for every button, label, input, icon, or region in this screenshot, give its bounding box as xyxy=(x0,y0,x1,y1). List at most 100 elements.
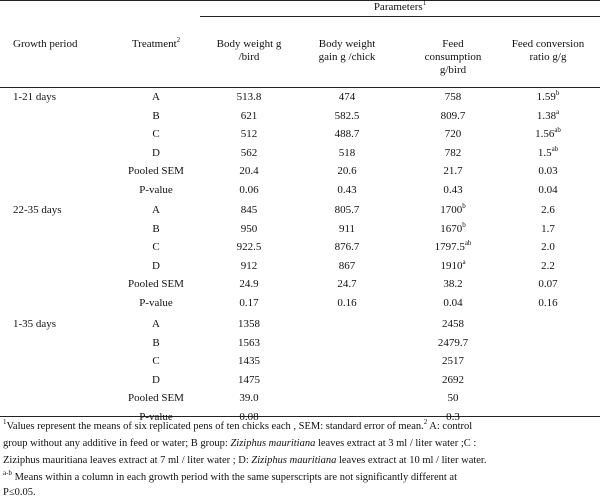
cell-value: 24.7 xyxy=(337,278,357,290)
body-weight-cell: 922.5 xyxy=(204,241,294,254)
cell-value: C xyxy=(152,355,160,367)
cell-value: 474 xyxy=(338,91,356,103)
cell-value: 922.5 xyxy=(236,241,262,253)
body-weight-gain-cell: 0.16 xyxy=(304,297,390,310)
cell-value: 1700 xyxy=(440,204,463,216)
feed-consumption-cell: 2692 xyxy=(408,374,498,387)
body-weight-gain-cell: 488.7 xyxy=(304,128,390,141)
cell-value: 2517 xyxy=(442,355,464,367)
cell-value: 0.16 xyxy=(538,296,558,309)
treatment-cell: P-value xyxy=(116,297,196,310)
treatment-cell: B xyxy=(116,223,196,236)
cell-value: 488.7 xyxy=(334,128,360,140)
cell-value: 2479.7 xyxy=(437,336,469,349)
treatment-cell: D xyxy=(116,147,196,160)
cell-value: 24.9 xyxy=(239,278,259,290)
body-weight-cell: 1435 xyxy=(204,355,294,368)
body-weight-cell: 513.8 xyxy=(204,91,294,104)
cell-value: 1797.5 xyxy=(434,241,465,253)
cell-value: 845 xyxy=(240,204,258,216)
feed-consumption-cell: 809.7 xyxy=(408,110,498,123)
cell-value: 0.3 xyxy=(446,410,460,423)
cell-value: A xyxy=(152,91,160,103)
feed-conversion-header: Feed conversion ratio g/g xyxy=(511,38,585,63)
feed-consumption-cell: 2479.7 xyxy=(408,337,498,350)
body-weight-cell: 950 xyxy=(204,223,294,236)
treatment-cell: C xyxy=(116,355,196,368)
body-weight-gain-cell: 867 xyxy=(304,260,390,273)
cell-value: B xyxy=(152,336,160,349)
feed-conversion-cell: 0.07 xyxy=(498,278,598,291)
body-weight-gain-cell: 805.7 xyxy=(304,204,390,217)
cell-value: B xyxy=(152,109,160,122)
cell-value: 38.2 xyxy=(443,278,463,290)
cell-value: 1.7 xyxy=(541,222,555,235)
body-weight-gain-cell: 20.6 xyxy=(304,165,390,178)
treatment-cell: C xyxy=(116,128,196,141)
treatment-cell: B xyxy=(116,110,196,123)
superscript: b xyxy=(462,220,466,229)
body-weight-cell: 1358 xyxy=(204,318,294,331)
treatment-cell: D xyxy=(116,374,196,387)
body-weight-cell: 512 xyxy=(204,128,294,141)
feed-conversion-cell: 1.5ab xyxy=(498,145,598,160)
superscript: ab xyxy=(464,239,472,247)
cell-value: 809.7 xyxy=(440,109,466,122)
cell-value: 621 xyxy=(240,109,258,122)
feed-consumption-cell: 1670b xyxy=(408,220,498,236)
cell-value: 0.43 xyxy=(337,183,357,196)
cell-value: 911 xyxy=(338,222,356,235)
superscript: b xyxy=(555,89,560,97)
cell-value: C xyxy=(152,241,160,253)
growth-period-label: 1-21 days xyxy=(13,91,57,103)
body-weight-cell: 1475 xyxy=(204,374,294,387)
growth-period-label: 1-35 days xyxy=(13,318,57,330)
cell-value: 1670 xyxy=(440,222,463,235)
body-weight-cell: 20.4 xyxy=(204,165,294,178)
feed-conversion-cell: 2.2 xyxy=(498,260,598,273)
cell-value: 0.04 xyxy=(443,296,463,309)
cell-value: 0.43 xyxy=(443,183,463,196)
treatment-cell: A xyxy=(116,91,196,104)
cell-value: 50 xyxy=(447,392,459,404)
body-weight-gain-cell: 582.5 xyxy=(304,110,390,123)
cell-value: 513.8 xyxy=(236,91,262,103)
treatment-cell: A xyxy=(116,204,196,217)
cell-value: 582.5 xyxy=(334,109,360,122)
feed-consumption-cell: 1910a xyxy=(408,257,498,273)
body-weight-gain-header: Body weight gain g /chick xyxy=(318,38,376,63)
body-weight-cell: 912 xyxy=(204,260,294,273)
cell-value: 0.08 xyxy=(239,410,259,423)
body-weight-cell: 24.9 xyxy=(204,278,294,291)
cell-value: 39.0 xyxy=(239,392,259,404)
cell-value: 1.38 xyxy=(536,109,557,122)
cell-value: 0.16 xyxy=(337,296,357,309)
cell-value: 1358 xyxy=(238,318,260,330)
cell-value: P-value xyxy=(139,183,173,196)
cell-value: P-value xyxy=(139,296,173,309)
superscript: a xyxy=(462,257,466,266)
cell-value: 1435 xyxy=(238,355,260,367)
cell-value: 2458 xyxy=(442,318,464,330)
feed-consumption-cell: 0.04 xyxy=(408,297,498,310)
feed-consumption-cell: 720 xyxy=(408,128,498,141)
growth-period-label: 22-35 days xyxy=(13,204,62,216)
cell-value: 2.0 xyxy=(541,241,555,253)
feed-consumption-cell: 1700b xyxy=(408,203,498,217)
cell-value: 950 xyxy=(240,222,258,235)
superscript: ab xyxy=(554,126,561,134)
cell-value: 876.7 xyxy=(334,241,360,253)
cell-value: A xyxy=(152,204,160,216)
cell-value: 720 xyxy=(444,128,462,140)
feed-conversion-cell: 1.59b xyxy=(498,89,598,104)
cell-value: 1563 xyxy=(238,336,260,349)
treatment-cell: A xyxy=(116,318,196,331)
body-weight-cell: 0.08 xyxy=(204,411,294,424)
body-weight-cell: 621 xyxy=(204,110,294,123)
cell-value: 20.4 xyxy=(239,165,259,177)
feed-conversion-cell: 0.04 xyxy=(498,184,598,197)
treatment-cell: Pooled SEM xyxy=(116,392,196,405)
feed-consumption-cell: 758 xyxy=(408,91,498,104)
growth-period-header: Growth period xyxy=(13,38,78,50)
body-weight-cell: 0.17 xyxy=(204,297,294,310)
